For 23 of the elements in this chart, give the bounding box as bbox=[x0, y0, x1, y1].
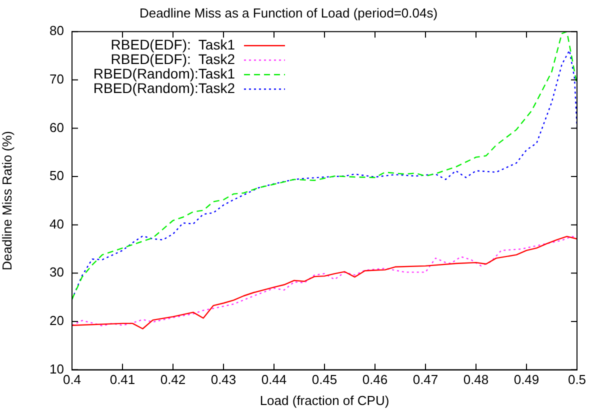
x-tick-label: 0.46 bbox=[362, 372, 388, 388]
chart-title: Deadline Miss as a Function of Load (period=0.04s) bbox=[139, 5, 438, 20]
x-tick-label: 0.49 bbox=[514, 372, 540, 388]
x-tick-label: 0.42 bbox=[160, 372, 186, 388]
x-tick-label: 0.4 bbox=[62, 372, 82, 388]
x-tick-label: 0.45 bbox=[312, 372, 338, 388]
y-axis-title: Deadline Miss Ratio (%) bbox=[0, 130, 14, 270]
x-tick-label: 0.43 bbox=[210, 372, 236, 388]
x-tick-label: 0.48 bbox=[463, 372, 489, 388]
x-tick-label: 0.47 bbox=[412, 372, 438, 388]
x-tick-label: 0.41 bbox=[110, 372, 136, 388]
x-tick-label: 0.44 bbox=[261, 372, 287, 388]
y-tick-label: 80 bbox=[50, 23, 64, 38]
x-axis-title: Load (fraction of CPU) bbox=[260, 392, 390, 408]
y-tick-label: 50 bbox=[50, 168, 64, 184]
y-tick-label: 40 bbox=[50, 216, 64, 232]
y-tick-label: 10 bbox=[50, 361, 64, 376]
legend-label: RBED(EDF): Task1 bbox=[110, 36, 236, 52]
y-tick-label: 20 bbox=[50, 313, 64, 328]
x-tick-label: 0.5 bbox=[568, 372, 586, 388]
y-tick-label: 60 bbox=[50, 120, 64, 135]
y-tick-label: 70 bbox=[50, 71, 64, 86]
y-tick-label: 30 bbox=[50, 264, 64, 280]
